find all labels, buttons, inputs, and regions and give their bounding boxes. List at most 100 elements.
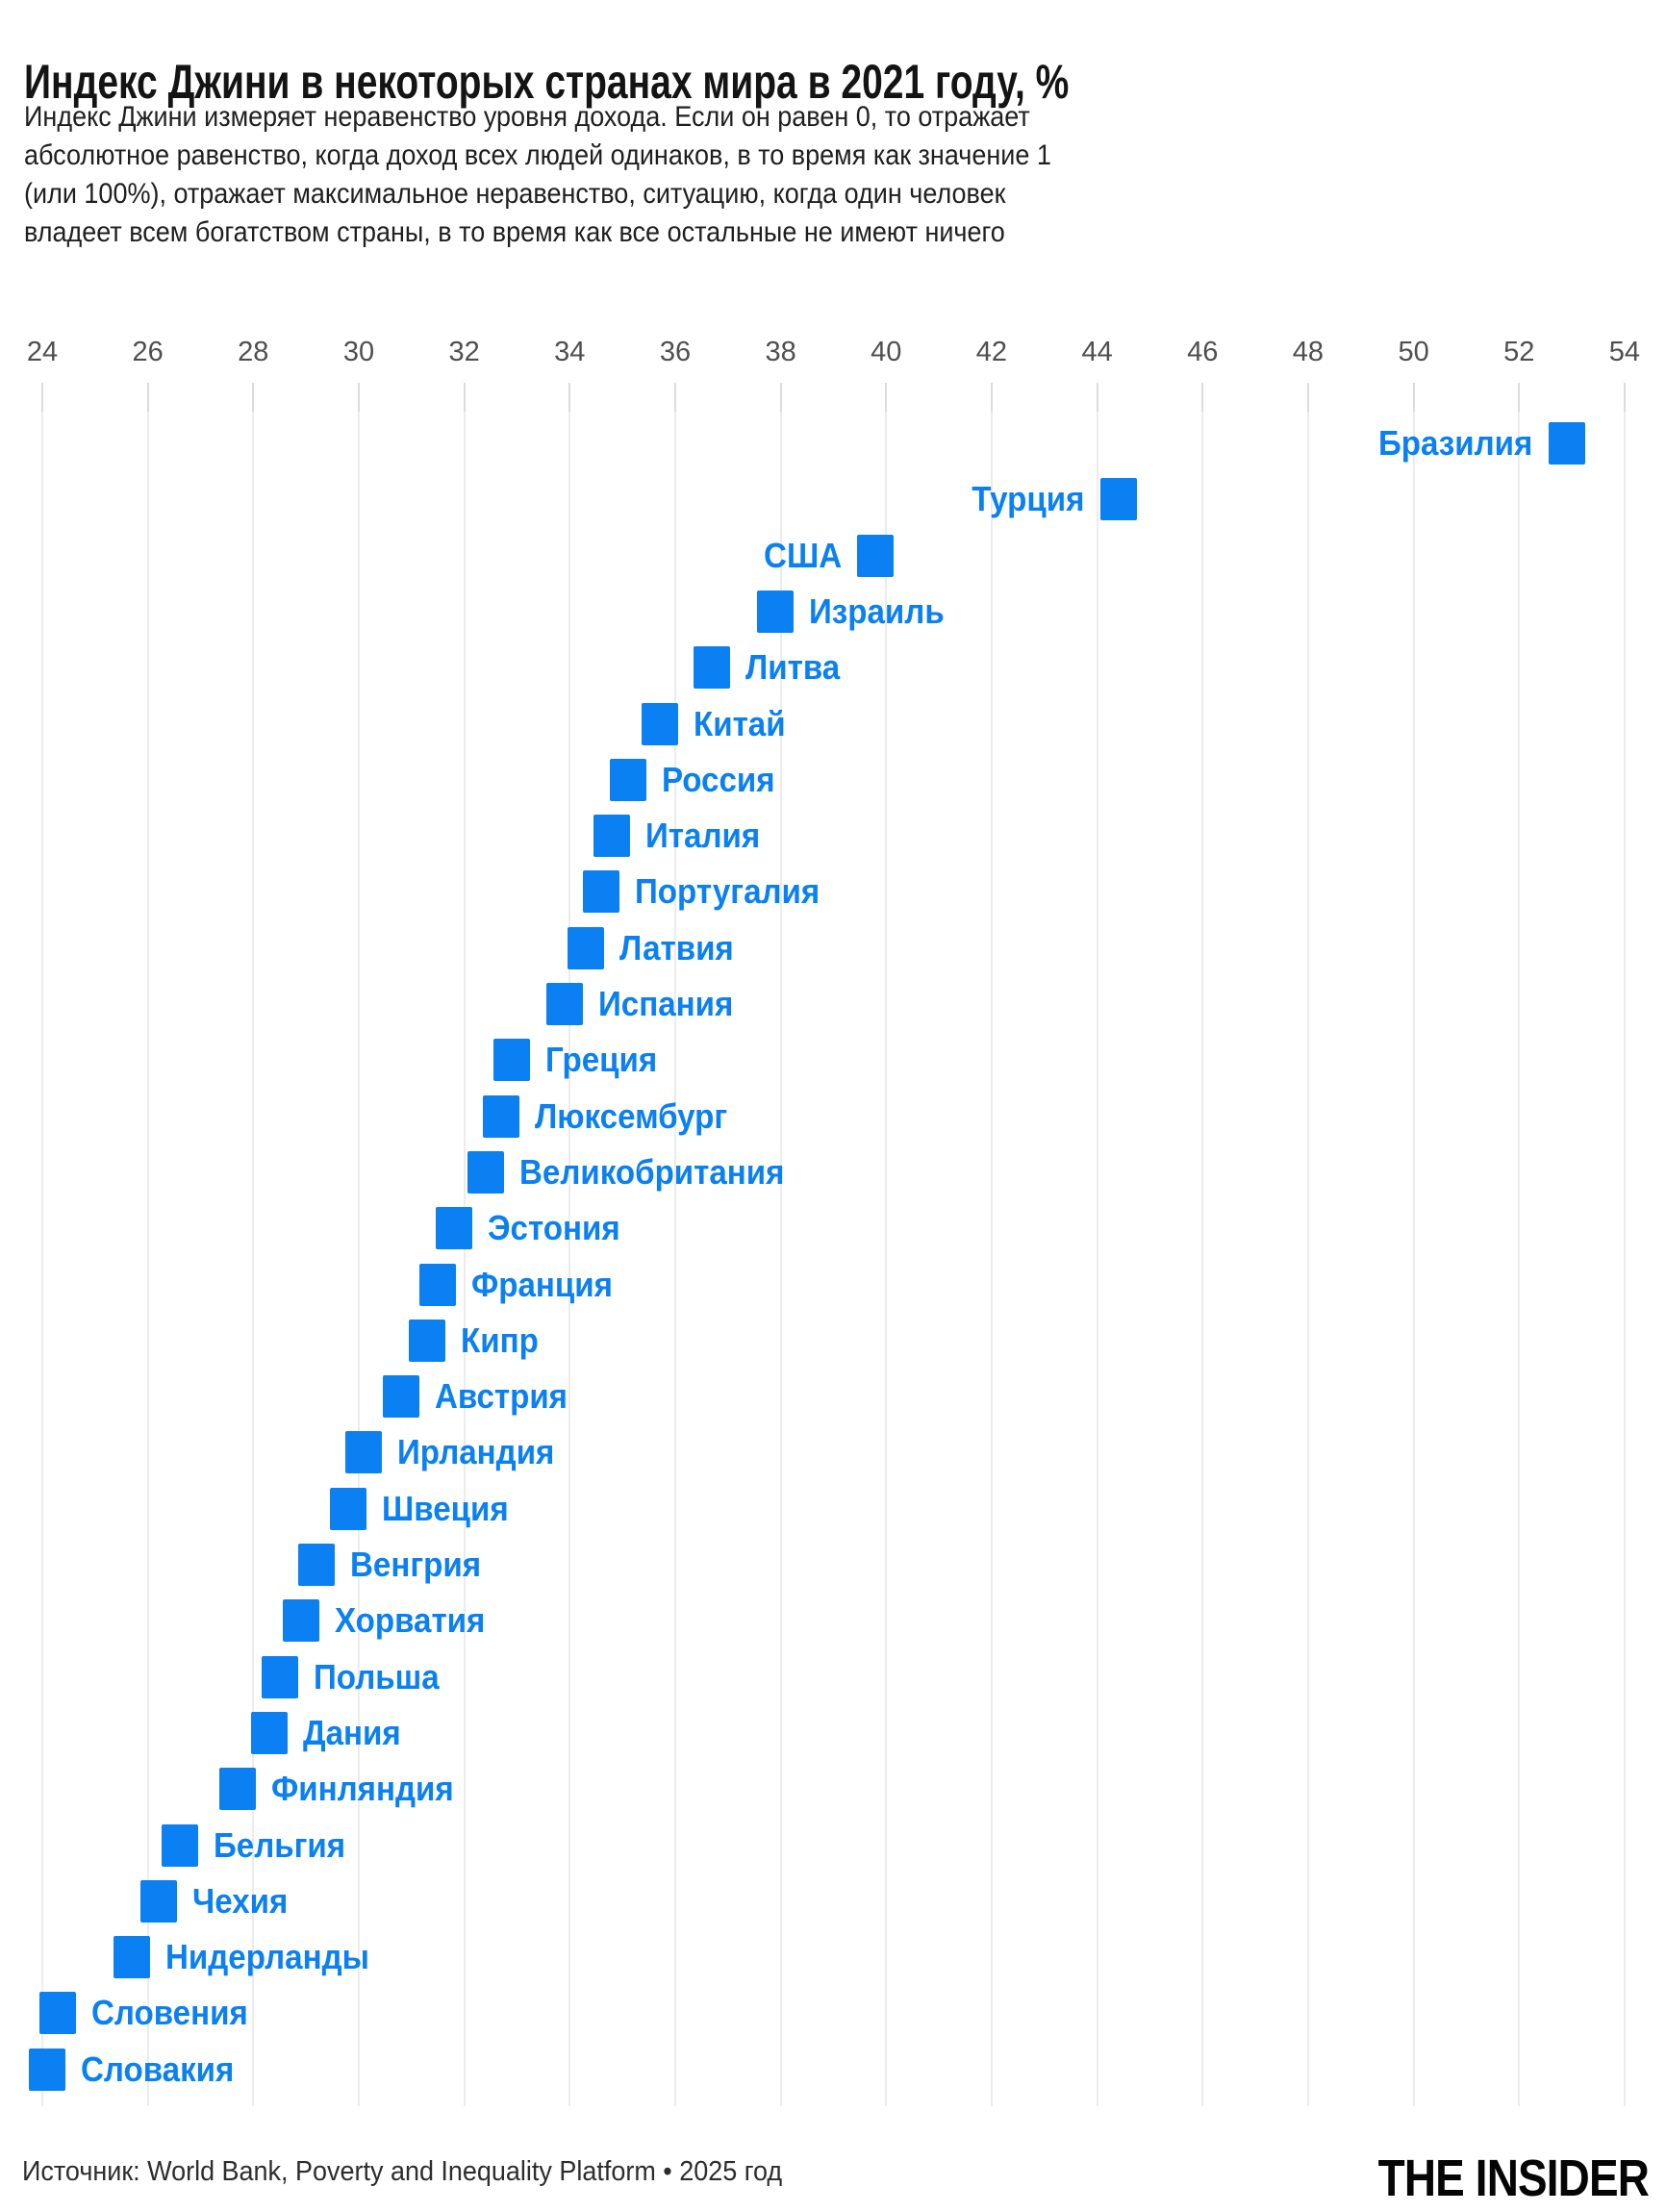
country-label: Финляндия <box>270 1769 454 1809</box>
axis-tick-label: 42 <box>975 337 1008 367</box>
axis-tick-label: 48 <box>1292 337 1325 367</box>
country-label: Бельгия <box>213 1824 345 1865</box>
country-label: Великобритания <box>518 1151 785 1192</box>
country-label: Литва <box>745 647 841 688</box>
axis-tick <box>673 383 676 412</box>
data-point-marker <box>483 1094 520 1138</box>
country-label: Бразилия <box>1378 423 1533 463</box>
country-label: Польша <box>313 1656 440 1697</box>
axis-tick <box>1412 383 1415 412</box>
axis-tick <box>1096 383 1098 412</box>
data-point-marker <box>330 1487 366 1530</box>
data-point-marker <box>139 1879 177 1923</box>
gridline <box>1201 383 1204 2106</box>
chart-subtitle: Индекс Джини измеряет неравенство уровня… <box>24 98 1051 252</box>
country-label: Франция <box>471 1264 614 1304</box>
country-label: Швеция <box>382 1488 509 1528</box>
axis-tick <box>568 383 571 412</box>
gridline <box>1412 383 1415 2106</box>
country-label: Ирландия <box>397 1432 555 1472</box>
data-point-marker <box>435 1207 472 1250</box>
data-point-marker <box>492 1039 530 1082</box>
country-label: Люксембург <box>535 1095 728 1136</box>
country-label: Китай <box>693 703 786 743</box>
axis-tick <box>252 383 255 412</box>
gridline <box>252 383 255 2106</box>
gridline <box>779 383 782 2106</box>
data-point-marker <box>609 758 646 801</box>
data-point-marker <box>567 926 604 969</box>
axis-tick <box>885 383 888 412</box>
data-point-marker <box>382 1375 419 1419</box>
data-point-marker <box>545 983 583 1025</box>
gridline <box>885 383 888 2106</box>
country-label: Эстония <box>487 1208 620 1248</box>
country-label: Кипр <box>461 1320 540 1360</box>
data-point-marker <box>298 1544 336 1586</box>
country-label: Греция <box>544 1040 658 1080</box>
gridline <box>1306 383 1309 2106</box>
axis-tick <box>1201 383 1204 412</box>
country-label: Дания <box>302 1712 401 1752</box>
gridline <box>568 383 571 2106</box>
axis-tick <box>1623 383 1626 412</box>
gridline <box>357 383 360 2106</box>
gridline <box>41 383 43 2106</box>
data-point-marker <box>29 2048 66 2091</box>
gridline <box>990 383 993 2106</box>
axis-tick-label: 32 <box>448 337 480 367</box>
data-point-marker <box>593 815 631 858</box>
page-title: Индекс Джини в некоторых странах мира в … <box>24 54 1070 109</box>
axis-tick <box>1518 383 1521 412</box>
country-label: Турция <box>972 479 1085 519</box>
subtitle-line: владеет всем богатством страны, в то вре… <box>24 216 1005 248</box>
data-point-marker <box>1548 422 1585 465</box>
data-point-marker <box>345 1431 383 1474</box>
axis-tick <box>463 383 466 412</box>
subtitle-line: абсолютное равенство, когда доход всех л… <box>24 139 1051 171</box>
axis-tick-label: 24 <box>26 337 59 367</box>
subtitle-line: (или 100%), отражает максимальное нераве… <box>24 178 1006 210</box>
data-point-marker <box>261 1655 298 1698</box>
data-point-marker <box>250 1711 288 1754</box>
axis-tick <box>41 383 43 412</box>
country-label: Латвия <box>618 927 734 968</box>
data-point-marker <box>1099 478 1137 521</box>
country-label: Венгрия <box>350 1545 482 1584</box>
country-label: Испания <box>597 984 734 1023</box>
axis-tick-label: 40 <box>871 337 902 367</box>
gridline <box>1518 383 1521 2106</box>
axis-tick <box>1306 383 1309 412</box>
axis-tick-label: 34 <box>554 337 586 367</box>
data-point-marker <box>218 1768 256 1811</box>
axis-tick-label: 30 <box>342 337 375 367</box>
subtitle-line: Индекс Джини измеряет неравенство уровня… <box>24 101 1030 133</box>
axis-tick-label: 52 <box>1503 337 1535 367</box>
gridline <box>146 383 149 2106</box>
data-point-marker <box>641 702 678 745</box>
source-note: Источник: World Bank, Poverty and Inequa… <box>22 2156 783 2187</box>
axis-tick-label: 28 <box>238 337 269 367</box>
data-point-marker <box>161 1823 198 1867</box>
country-label: Австрия <box>434 1376 568 1417</box>
country-label: США <box>764 535 843 575</box>
country-label: Хорватия <box>334 1600 486 1641</box>
gridline <box>673 383 676 2106</box>
country-label: Чехия <box>191 1880 288 1921</box>
data-point-marker <box>757 590 795 633</box>
axis-tick <box>990 383 993 412</box>
country-label: Италия <box>645 816 761 856</box>
axis-tick-label: 50 <box>1398 337 1429 367</box>
axis-tick-label: 38 <box>765 337 796 367</box>
data-point-marker <box>694 646 731 690</box>
data-point-marker <box>409 1319 446 1362</box>
axis-tick-label: 44 <box>1081 337 1113 367</box>
country-label: Португалия <box>635 871 820 912</box>
data-point-marker <box>857 534 895 577</box>
axis-tick-label: 26 <box>132 337 164 367</box>
axis-tick-label: 54 <box>1608 337 1641 367</box>
country-label: Словения <box>91 1993 249 2033</box>
country-label: Нидерланды <box>165 1937 370 1977</box>
gridline <box>1623 383 1626 2106</box>
